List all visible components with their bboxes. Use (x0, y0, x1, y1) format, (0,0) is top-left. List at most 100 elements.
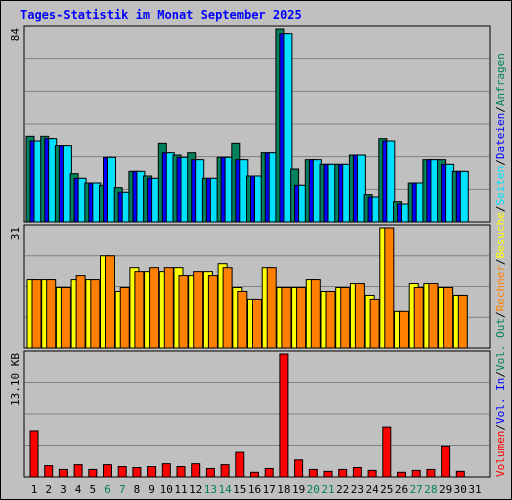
legend-separator: / (494, 106, 507, 113)
x-tick-label: 28 (424, 483, 437, 496)
bar-volumen-day-29 (441, 445, 451, 478)
bar-rechner-day-15 (237, 290, 248, 349)
x-tick-label: 21 (321, 483, 334, 496)
legend-separator: / (494, 371, 507, 378)
x-tick-label: 30 (454, 483, 467, 496)
x-tick-label: 7 (119, 483, 126, 496)
bar-rechner-day-12 (193, 271, 204, 349)
bar-rechner-day-8 (134, 271, 145, 349)
x-tick-label: 3 (60, 483, 67, 496)
bar-volumen-day-5 (88, 468, 98, 478)
bar-rechner-day-5 (90, 279, 101, 349)
bar-volumen-day-9 (147, 466, 157, 478)
bar-volumen-day-4 (73, 464, 83, 478)
x-tick-label: 27 (410, 483, 423, 496)
x-tick-label: 10 (160, 483, 173, 496)
bar-rechner-day-25 (384, 227, 395, 349)
bar-rechner-day-28 (428, 283, 439, 349)
bar-rechner-day-1 (31, 279, 42, 349)
x-tick-label: 15 (233, 483, 246, 496)
y-max-label-volume: 13.10 KB (9, 353, 22, 406)
x-tick-label: 25 (380, 483, 393, 496)
bar-volumen-day-3 (58, 468, 68, 478)
bar-volumen-day-15 (235, 451, 245, 478)
bar-volumen-day-23 (352, 466, 362, 478)
bar-volumen-day-7 (117, 466, 127, 478)
bar-seiten-day-18 (283, 33, 293, 223)
legend-item: Volumen (494, 431, 507, 477)
x-tick-label: 12 (189, 483, 202, 496)
legend-separator: / (494, 258, 507, 265)
x-tick-label: 8 (134, 483, 141, 496)
x-tick-label: 13 (204, 483, 217, 496)
bar-volumen-day-14 (220, 464, 230, 478)
bar-volumen-day-21 (323, 470, 333, 478)
bar-volumen-day-28 (426, 468, 436, 478)
legend-separator: / (494, 205, 507, 212)
x-tick-label: 11 (174, 483, 187, 496)
bar-volumen-day-30 (455, 470, 465, 478)
bar-rechner-day-6 (105, 255, 115, 349)
legend-item: Anfragen (494, 53, 507, 106)
x-tick-label: 19 (292, 483, 305, 496)
bar-volumen-day-27 (411, 469, 421, 478)
bar-rechner-day-7 (119, 287, 130, 349)
bar-rechner-day-30 (457, 294, 468, 349)
legend-item: Besuche (494, 212, 507, 258)
bar-rechner-day-29 (443, 287, 454, 349)
bar-volumen-day-10 (161, 463, 171, 478)
legend-item: Seiten (494, 166, 507, 206)
x-tick-label: 16 (248, 483, 261, 496)
bar-rechner-day-23 (354, 283, 365, 349)
bar-volumen-day-2 (44, 465, 54, 478)
bar-seiten-day-23 (356, 154, 366, 223)
bar-rechner-day-17 (266, 267, 277, 349)
bar-volumen-day-8 (132, 466, 142, 478)
bar-volumen-day-11 (176, 466, 186, 478)
x-tick-label: 2 (45, 483, 52, 496)
bar-rechner-day-10 (163, 267, 174, 349)
bar-rechner-day-19 (296, 287, 307, 349)
bar-volumen-day-18 (279, 353, 289, 478)
bar-rechner-day-27 (413, 287, 424, 349)
bar-volumen-day-16 (250, 471, 259, 478)
bar-rechner-day-9 (149, 267, 160, 349)
legend-right: Volumen/Vol. In/Vol. Out/Rechner/Besuche… (494, 53, 507, 477)
bar-volumen-day-6 (103, 464, 112, 478)
x-tick-label: 26 (395, 483, 408, 496)
x-tick-label: 18 (277, 483, 290, 496)
bar-rechner-day-2 (46, 279, 57, 349)
bar-volumen-day-19 (294, 459, 304, 478)
bar-rechner-day-26 (399, 310, 409, 349)
chart-title: Tages-Statistik im Monat September 2025 (20, 8, 302, 22)
bar-rechner-day-18 (281, 287, 292, 349)
bar-rechner-day-4 (75, 275, 86, 349)
x-tick-label: 22 (336, 483, 349, 496)
bar-rechner-day-13 (207, 275, 218, 349)
bar-volumen-day-26 (397, 471, 406, 478)
x-tick-label: 31 (468, 483, 481, 496)
legend-item: Vol. In (494, 378, 507, 424)
legend-item: Rechner (494, 265, 507, 312)
x-tick-label: 9 (148, 483, 155, 496)
bar-seiten-day-30 (459, 170, 469, 223)
x-tick-label: 24 (365, 483, 379, 496)
bar-volumen-day-12 (191, 463, 201, 478)
y-max-label-visits-sites: 31 (9, 227, 22, 240)
bar-rechner-day-20 (310, 279, 321, 349)
bar-rechner-day-14 (222, 267, 233, 349)
legend-separator: / (494, 159, 507, 166)
x-tick-label: 5 (89, 483, 96, 496)
x-tick-label: 4 (75, 483, 82, 496)
y-max-label-hits-files-pages: 84 (9, 28, 22, 42)
bar-volumen-day-13 (205, 467, 215, 478)
x-tick-label: 20 (307, 483, 320, 496)
bar-rechner-day-3 (60, 287, 71, 349)
legend-separator: / (494, 424, 507, 431)
bar-rechner-day-11 (178, 275, 189, 349)
x-tick-label: 6 (104, 483, 111, 496)
bar-volumen-day-20 (308, 468, 318, 478)
bar-volumen-day-17 (264, 467, 274, 478)
bar-seiten-day-25 (386, 140, 396, 223)
